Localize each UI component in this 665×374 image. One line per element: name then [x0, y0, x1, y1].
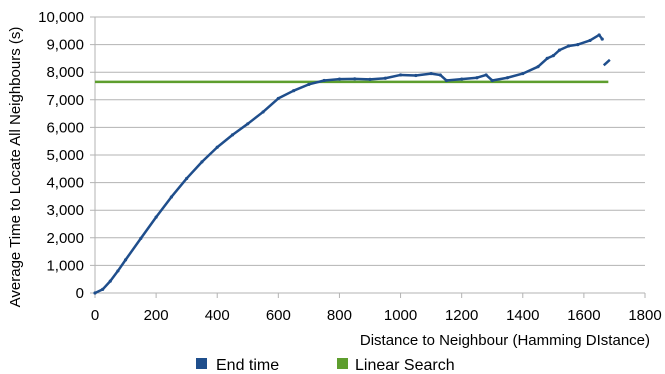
data-point-end-time [505, 76, 510, 80]
x-tick-label: 800 [327, 307, 352, 324]
data-point-end-time [444, 78, 448, 83]
y-tick-label: 2,000 [46, 230, 84, 247]
x-tick-label: 1400 [506, 307, 539, 324]
plot-area [93, 33, 611, 295]
x-tick-label: 400 [205, 307, 230, 324]
y-tick-label: 9,000 [46, 37, 84, 54]
data-point-end-time [429, 71, 433, 76]
data-point-end-time [261, 110, 265, 114]
x-axis-title: Distance to Neighbour (Hamming DIstance) [360, 332, 650, 349]
data-point-end-time [484, 73, 488, 77]
data-point-end-time [307, 82, 311, 86]
x-tick-label: 600 [266, 307, 291, 324]
gridlines [90, 16, 645, 294]
data-point-end-time [475, 76, 479, 80]
data-point-end-time [322, 78, 326, 83]
legend-swatch-linear-search [337, 358, 348, 369]
data-point-end-time [337, 77, 342, 81]
data-point-end-time [353, 77, 357, 81]
data-point-end-time [460, 77, 464, 81]
y-axis-title: Average Time to Locate All Neighbours (s… [7, 27, 24, 308]
data-point-end-time [490, 78, 494, 83]
data-point-end-time [230, 133, 235, 137]
x-tick-label: 1600 [567, 307, 600, 324]
data-point-end-time [292, 89, 296, 93]
y-tick-label: 10,000 [38, 9, 84, 26]
x-tick-labels: 0 200 400 600 800 1000 1200 1400 1600 1800 [91, 307, 662, 324]
x-tick-label: 1800 [628, 307, 661, 324]
y-tick-label: 6,000 [46, 119, 84, 136]
x-tick-label: 1200 [445, 307, 478, 324]
data-point-end-time [398, 73, 403, 77]
data-point-end-time [368, 77, 372, 81]
x-tick-label: 200 [144, 307, 169, 324]
data-point-end-time [154, 215, 158, 219]
y-tick-label: 8,000 [46, 64, 84, 81]
axes [94, 17, 646, 298]
data-point-end-time [169, 195, 173, 199]
data-point-end-time [567, 44, 571, 48]
legend: End time Linear Search [196, 357, 455, 374]
y-tick-label: 1,000 [46, 257, 84, 274]
y-tick-label: 7,000 [46, 92, 84, 109]
y-tick-label: 5,000 [46, 147, 84, 164]
data-point-end-time [139, 236, 143, 240]
data-point-end-time [200, 160, 204, 164]
x-tick-label: 1000 [384, 307, 417, 324]
legend-swatch-end-time [196, 358, 207, 369]
series-tail-end-time [602, 58, 611, 67]
data-point-end-time [597, 33, 601, 37]
x-tick-label: 0 [91, 307, 99, 324]
data-point-end-time [123, 258, 128, 262]
data-point-end-time [414, 73, 418, 78]
data-point-end-time [545, 56, 549, 61]
data-point-end-time [93, 291, 97, 295]
legend-label-linear-search: Linear Search [355, 357, 455, 374]
data-point-end-time [383, 76, 387, 80]
data-point-end-time [215, 145, 219, 149]
data-point-end-time [108, 279, 112, 283]
data-point-end-time [588, 38, 592, 43]
data-point-end-time [438, 73, 442, 77]
data-point-end-time [101, 287, 105, 292]
y-tick-label: 4,000 [46, 175, 84, 192]
data-point-end-time [551, 54, 555, 58]
data-point-end-time [246, 122, 250, 126]
data-point-end-time [276, 96, 280, 101]
data-point-end-time [536, 65, 540, 69]
data-point-end-time [116, 269, 120, 273]
y-tick-labels: 0 1,000 2,000 3,000 4,000 5,000 6,000 7,000 8,00… [38, 9, 84, 302]
data-point-end-time [557, 48, 562, 52]
data-point-end-time [600, 37, 604, 41]
series-line-end-time [94, 33, 604, 295]
y-tick-label: 3,000 [46, 202, 84, 219]
legend-label-end-time: End time [216, 357, 279, 374]
data-point-end-time [185, 176, 189, 181]
data-point-end-time [576, 43, 580, 47]
data-point-end-time [521, 71, 525, 76]
y-tick-label: 0 [76, 285, 84, 302]
